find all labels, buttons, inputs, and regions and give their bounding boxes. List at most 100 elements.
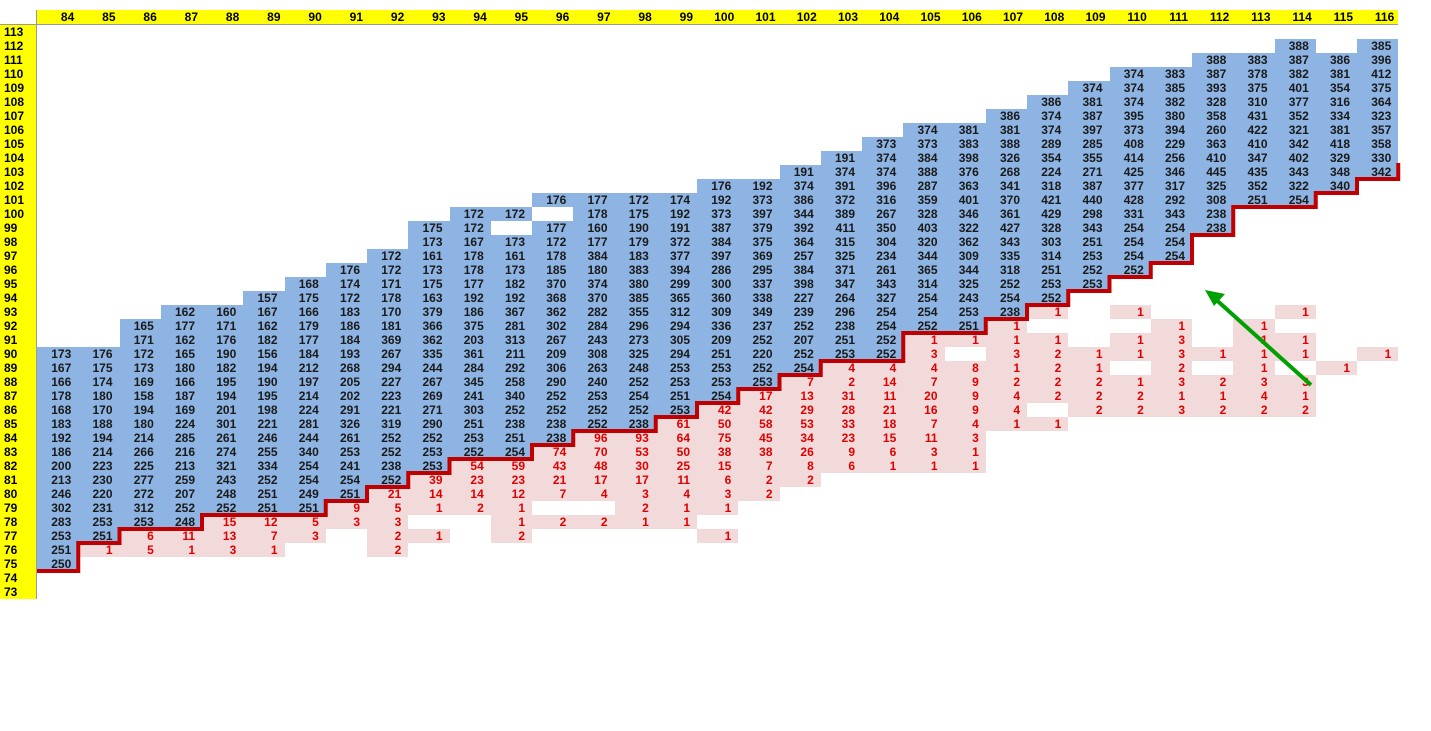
value-cell[interactable]: 203: [449, 333, 491, 347]
column-header[interactable]: 85: [78, 10, 120, 25]
value-cell[interactable]: 321: [1274, 123, 1316, 137]
value-cell[interactable]: 362: [532, 305, 574, 319]
value-cell[interactable]: 174: [655, 193, 697, 207]
value-cell[interactable]: 224: [1027, 165, 1069, 179]
value-cell[interactable]: 267: [367, 347, 409, 361]
diff-cell[interactable]: 96: [573, 431, 615, 445]
value-cell[interactable]: 183: [37, 417, 79, 431]
value-cell[interactable]: 192: [697, 193, 739, 207]
value-cell[interactable]: 260: [1192, 123, 1234, 137]
row-header[interactable]: 73: [0, 585, 37, 599]
diff-cell[interactable]: 11: [655, 473, 697, 487]
diff-cell[interactable]: 50: [697, 417, 739, 431]
diff-cell[interactable]: 1: [1274, 389, 1316, 403]
row-header[interactable]: 88: [0, 375, 37, 389]
value-cell[interactable]: 387: [697, 221, 739, 235]
value-cell[interactable]: 322: [1274, 179, 1316, 193]
value-cell[interactable]: 171: [202, 319, 244, 333]
value-cell[interactable]: 253: [820, 347, 862, 361]
value-cell[interactable]: 244: [408, 361, 450, 375]
value-cell[interactable]: 384: [573, 249, 615, 263]
corner-cell[interactable]: [0, 10, 37, 25]
value-cell[interactable]: 194: [243, 361, 285, 375]
diff-cell[interactable]: 3: [202, 543, 244, 557]
column-header[interactable]: 86: [119, 10, 161, 25]
value-cell[interactable]: 374: [1109, 81, 1151, 95]
value-cell[interactable]: 252: [490, 403, 532, 417]
value-cell[interactable]: 376: [944, 165, 986, 179]
value-cell[interactable]: 252: [202, 501, 244, 515]
diff-cell[interactable]: 2: [1150, 361, 1192, 375]
diff-cell[interactable]: 2: [1027, 375, 1069, 389]
value-cell[interactable]: 421: [1027, 193, 1069, 207]
value-cell[interactable]: 224: [160, 417, 202, 431]
value-cell[interactable]: 172: [119, 347, 161, 361]
row-header[interactable]: 91: [0, 333, 37, 347]
value-cell[interactable]: 271: [408, 403, 450, 417]
diff-cell[interactable]: 9: [944, 375, 986, 389]
value-cell[interactable]: 343: [1150, 207, 1192, 221]
column-header[interactable]: 95: [490, 10, 532, 25]
value-cell[interactable]: 193: [325, 347, 367, 361]
value-cell[interactable]: 402: [1274, 151, 1316, 165]
column-header[interactable]: 92: [367, 10, 409, 25]
value-cell[interactable]: 178: [367, 291, 409, 305]
value-cell[interactable]: 302: [37, 501, 79, 515]
value-cell[interactable]: 251: [449, 417, 491, 431]
value-cell[interactable]: 388: [903, 165, 945, 179]
value-cell[interactable]: 370: [985, 193, 1027, 207]
value-cell[interactable]: 251: [243, 501, 285, 515]
value-cell[interactable]: 383: [1150, 67, 1192, 81]
diff-cell[interactable]: 2: [490, 529, 532, 543]
row-header[interactable]: 82: [0, 459, 37, 473]
row-header[interactable]: 86: [0, 403, 37, 417]
value-cell[interactable]: 253: [408, 445, 450, 459]
value-cell[interactable]: 177: [449, 277, 491, 291]
value-cell[interactable]: 364: [1357, 95, 1399, 109]
value-cell[interactable]: 252: [573, 417, 615, 431]
value-cell[interactable]: 252: [985, 277, 1027, 291]
value-cell[interactable]: 343: [985, 235, 1027, 249]
column-header[interactable]: 91: [325, 10, 367, 25]
diff-cell[interactable]: 1: [697, 501, 739, 515]
diff-cell[interactable]: 53: [779, 417, 821, 431]
value-cell[interactable]: 252: [862, 333, 904, 347]
value-cell[interactable]: 365: [903, 263, 945, 277]
value-cell[interactable]: 374: [573, 277, 615, 291]
value-cell[interactable]: 383: [1233, 53, 1275, 67]
value-cell[interactable]: 172: [449, 221, 491, 235]
value-cell[interactable]: 253: [697, 375, 739, 389]
diff-cell[interactable]: 9: [820, 445, 862, 459]
diff-cell[interactable]: 2: [1192, 403, 1234, 417]
value-cell[interactable]: 176: [325, 263, 367, 277]
row-header[interactable]: 93: [0, 305, 37, 319]
value-cell[interactable]: 401: [944, 193, 986, 207]
value-cell[interactable]: 363: [944, 179, 986, 193]
value-cell[interactable]: 381: [1315, 123, 1357, 137]
value-cell[interactable]: 192: [490, 291, 532, 305]
diff-cell[interactable]: 1: [243, 543, 285, 557]
value-cell[interactable]: 166: [37, 375, 79, 389]
value-cell[interactable]: 234: [862, 249, 904, 263]
value-cell[interactable]: 302: [532, 319, 574, 333]
value-cell[interactable]: 386: [779, 193, 821, 207]
value-cell[interactable]: 166: [284, 305, 326, 319]
column-header[interactable]: 114: [1274, 10, 1316, 25]
value-cell[interactable]: 177: [284, 333, 326, 347]
value-cell[interactable]: 387: [1068, 109, 1110, 123]
diff-cell[interactable]: 7: [738, 459, 780, 473]
value-cell[interactable]: 254: [284, 473, 326, 487]
value-cell[interactable]: 251: [243, 487, 285, 501]
value-cell[interactable]: 248: [160, 515, 202, 529]
value-cell[interactable]: 252: [614, 403, 656, 417]
value-cell[interactable]: 165: [160, 347, 202, 361]
diff-cell[interactable]: 1: [944, 333, 986, 347]
diff-cell[interactable]: 48: [573, 459, 615, 473]
value-cell[interactable]: 254: [490, 445, 532, 459]
diff-cell[interactable]: 3: [1150, 333, 1192, 347]
value-cell[interactable]: 317: [1150, 179, 1192, 193]
column-header[interactable]: 97: [573, 10, 615, 25]
value-cell[interactable]: 290: [408, 417, 450, 431]
value-cell[interactable]: 369: [738, 249, 780, 263]
diff-cell[interactable]: 6: [119, 529, 161, 543]
